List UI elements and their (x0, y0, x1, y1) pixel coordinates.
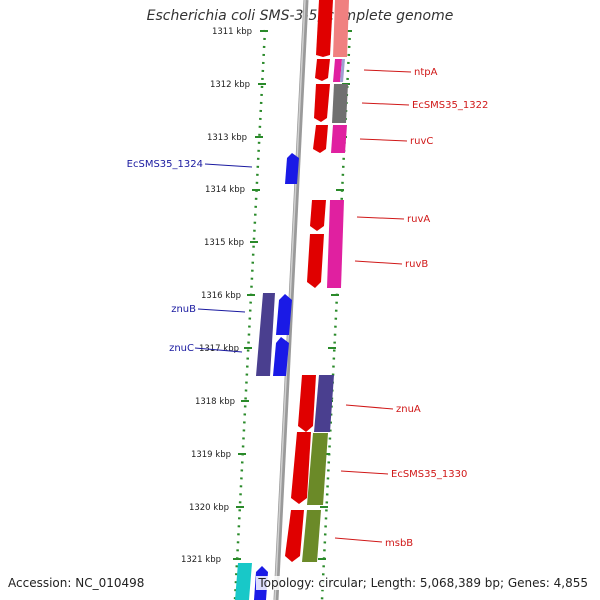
gene-label-right[interactable]: znuA (396, 404, 421, 415)
topology-text: Topology: circular; Length: 5,068,389 bp… (256, 576, 590, 590)
ruler-label: 1315 kbp (204, 238, 244, 248)
ruler-label: 1318 kbp (195, 397, 235, 407)
gene-label-right[interactable]: EcSMS35_1322 (412, 100, 488, 111)
gene-block-znuB[interactable] (256, 293, 275, 376)
gene-label-right[interactable]: msbB (385, 538, 413, 549)
gene-arrow-ruvA[interactable] (310, 200, 326, 231)
accession-text: Accession: NC_010498 (8, 576, 145, 590)
map-title: Escherichia coli SMS-3-5, complete genom… (146, 8, 454, 24)
outer-block (331, 125, 347, 153)
ruler-labels: 1311 kbp 1312 kbp 1313 kbp 1314 kbp 1315… (181, 27, 252, 565)
gene-label-right[interactable]: ruvB (405, 259, 428, 270)
gene-arrow[interactable] (291, 432, 311, 504)
gene-arrow-ntpA[interactable] (316, 0, 333, 57)
label-leader (356, 216, 405, 220)
outer-block (302, 510, 321, 562)
ruler-label: 1316 kbp (201, 291, 241, 301)
ruler-label: 1314 kbp (205, 185, 245, 195)
outer-block (314, 375, 334, 432)
forward-genes (285, 0, 333, 562)
label-leader (359, 138, 408, 142)
label-leader (361, 102, 410, 106)
gene-label-right[interactable]: ruvA (407, 214, 430, 225)
label-leader (354, 260, 403, 265)
gene-arrow-ruvB[interactable] (307, 234, 324, 288)
ruler-label: 1320 kbp (189, 503, 229, 513)
gene-arrow-znuB[interactable] (276, 294, 292, 335)
reverse-genes (235, 153, 299, 600)
label-leader (197, 308, 246, 313)
outer-blocks (302, 0, 349, 562)
ruler-ticks (233, 30, 268, 560)
ruler-label: 1312 kbp (210, 80, 250, 90)
ruler-label: 1313 kbp (207, 133, 247, 143)
gene-arrow[interactable] (314, 84, 330, 122)
left-labels: EcSMS35_1324 znuB znuC (127, 159, 253, 354)
gene-label-right[interactable]: EcSMS35_1330 (391, 469, 467, 480)
ruler-label: 1311 kbp (212, 27, 252, 37)
label-leader (194, 347, 243, 353)
outer-block (340, 59, 345, 82)
gene-label-right[interactable]: ntpA (414, 67, 438, 78)
ruler-dotted-line (233, 29, 267, 600)
label-leader (363, 69, 412, 73)
gene-arrow-EcSMS35_1324[interactable] (285, 153, 299, 184)
outer-block (333, 59, 342, 82)
ruler-label: 1317 kbp (199, 344, 239, 354)
gene-arrow-znuC[interactable] (273, 337, 289, 376)
gene-arrow-ruvC[interactable] (313, 125, 328, 153)
ruler-label: 1321 kbp (181, 555, 221, 565)
outer-block (332, 84, 348, 123)
label-leader (340, 470, 389, 475)
gene-block[interactable] (235, 563, 252, 600)
outer-block (307, 433, 328, 505)
gene-arrow-msbB[interactable] (285, 510, 304, 562)
ruler-label: 1319 kbp (191, 450, 231, 460)
gene-label-left[interactable]: znuB (171, 304, 196, 315)
right-labels: ntpA EcSMS35_1322 ruvC ruvA ruvB znuA Ec… (334, 67, 488, 549)
gene-arrow-znuA[interactable] (298, 375, 316, 432)
outer-block (333, 0, 349, 57)
gene-label-left[interactable]: znuC (169, 343, 194, 354)
gene-label-left[interactable]: EcSMS35_1324 (127, 159, 203, 170)
label-leader (334, 537, 383, 543)
label-leader (345, 404, 394, 410)
label-leader (204, 163, 253, 168)
gene-arrow[interactable] (315, 59, 330, 81)
gene-label-right[interactable]: ruvC (410, 136, 433, 147)
outer-block (327, 200, 344, 288)
